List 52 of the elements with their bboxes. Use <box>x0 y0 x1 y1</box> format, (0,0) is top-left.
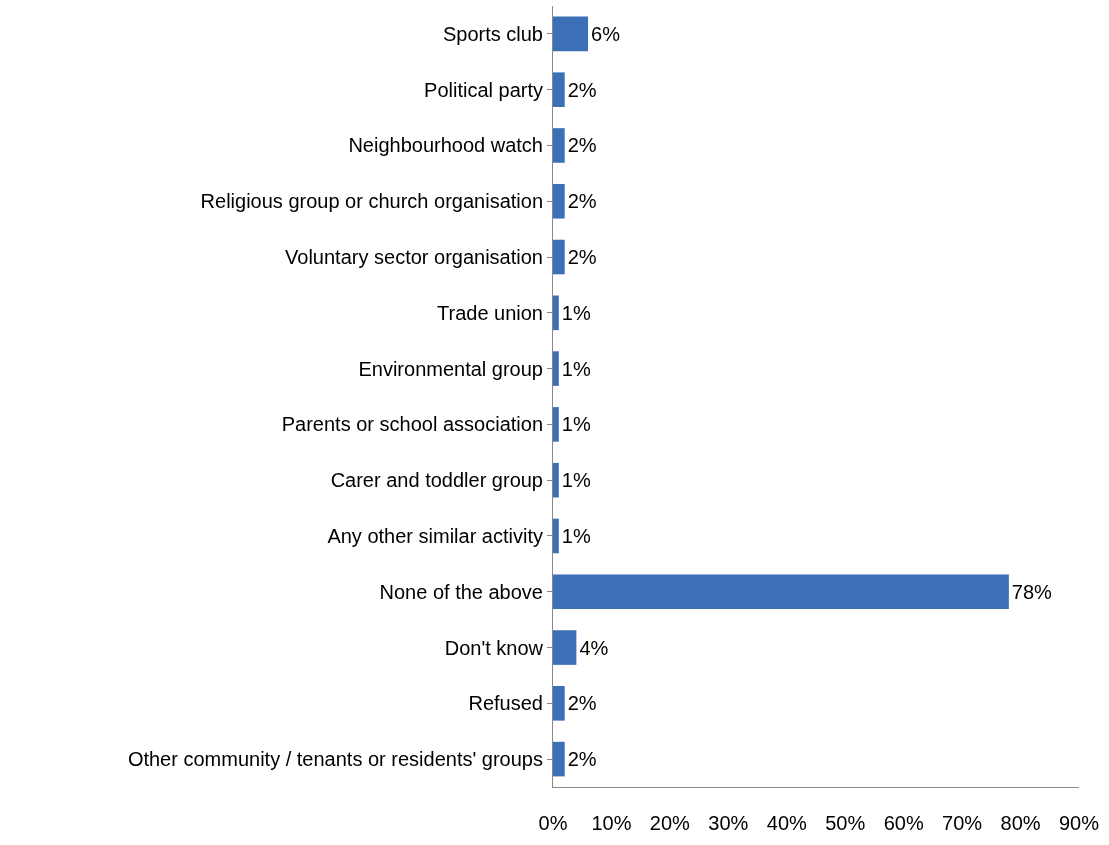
bar <box>553 741 565 777</box>
x-tick-label: 0% <box>538 812 568 834</box>
data-label: 78% <box>1011 580 1053 603</box>
x-tick-label: 80% <box>1000 812 1041 834</box>
y-tick-label: Sports club <box>442 22 543 45</box>
y-tick-label: Refused <box>468 692 543 715</box>
data-label: 1% <box>561 413 591 436</box>
x-tick-label: 50% <box>825 812 866 834</box>
data-label: 2% <box>567 748 597 771</box>
bar <box>553 16 589 52</box>
data-label: 1% <box>561 301 591 324</box>
data-label: 2% <box>567 692 597 715</box>
bar <box>553 351 559 386</box>
x-tick-label: 60% <box>883 812 924 834</box>
y-tick-label: Neighbourhood watch <box>348 134 543 157</box>
y-tick-label: Trade union <box>437 301 543 324</box>
x-tick-label: 30% <box>708 812 749 834</box>
y-tick-label: Religious group or church organisation <box>200 190 543 213</box>
bar <box>553 239 565 275</box>
data-label: 6% <box>591 22 621 45</box>
bar <box>553 518 559 554</box>
y-tick-label: None of the above <box>379 580 543 603</box>
y-tick-label: Political party <box>424 78 543 101</box>
y-tick-label: Parents or school association <box>281 413 543 436</box>
y-tick-label: Voluntary sector organisation <box>285 246 543 269</box>
x-tick-label: 10% <box>591 812 632 834</box>
data-label: 2% <box>567 246 597 269</box>
bar <box>553 686 565 721</box>
bar <box>553 128 565 163</box>
data-label: 2% <box>567 78 597 101</box>
x-tick-label: 90% <box>1058 812 1100 834</box>
data-label: 1% <box>561 357 591 380</box>
data-label: 1% <box>561 524 591 547</box>
bar <box>553 462 559 498</box>
bar <box>553 295 559 331</box>
bar <box>553 574 1009 610</box>
y-tick-label: Any other similar activity <box>327 524 543 547</box>
data-label: 1% <box>561 469 591 492</box>
x-tick-label: 70% <box>942 812 983 834</box>
bar <box>553 407 559 442</box>
y-tick-label: Environmental group <box>358 357 543 380</box>
y-tick-label: Carer and toddler group <box>330 469 543 492</box>
bar <box>553 72 565 107</box>
x-tick-label: 20% <box>649 812 691 834</box>
x-tick-label: 40% <box>766 812 808 834</box>
bar <box>553 630 577 665</box>
data-label: 4% <box>579 636 609 659</box>
data-label: 2% <box>567 134 597 157</box>
bar <box>553 183 565 219</box>
data-label: 2% <box>567 190 597 213</box>
y-tick-label: Don't know <box>444 636 544 659</box>
y-tick-label: Other community / tenants or residents' groups <box>127 748 543 771</box>
